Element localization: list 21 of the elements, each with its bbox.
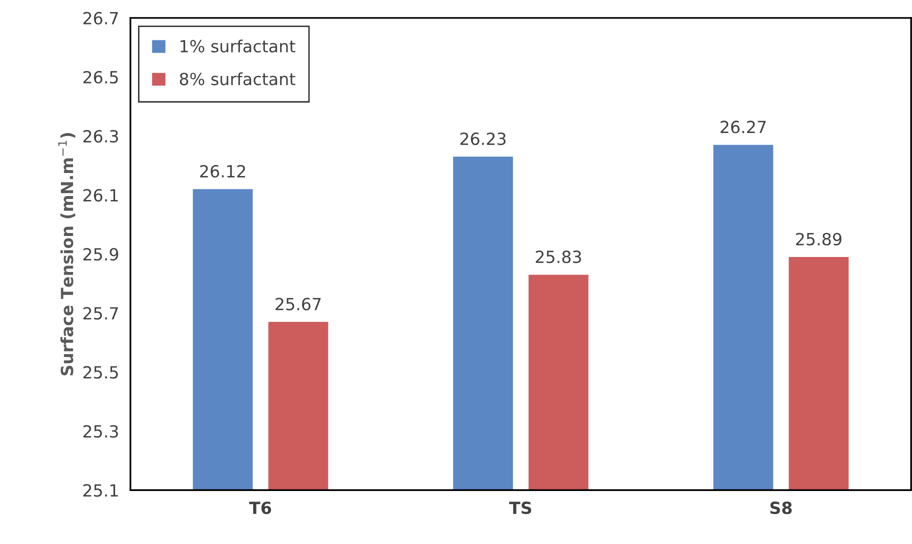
y-tick-label: 25.3 bbox=[83, 425, 118, 438]
x-tick-label: T6 bbox=[249, 502, 272, 514]
data-label: 26.12 bbox=[200, 164, 245, 178]
y-tick-label: 25.1 bbox=[83, 484, 118, 497]
y-tick-label: 25.9 bbox=[83, 248, 118, 261]
legend-label: 8% surfactant bbox=[180, 72, 296, 86]
y-tick-label: 25.5 bbox=[83, 366, 118, 379]
y-tick-label: 26.5 bbox=[83, 70, 118, 84]
y-tick-label: 26.7 bbox=[83, 12, 118, 25]
data-label: 25.67 bbox=[276, 298, 321, 310]
y-tick-label: 26.3 bbox=[83, 130, 118, 143]
data-label: 26.27 bbox=[720, 120, 766, 134]
y-axis-title: Surface Tension (mN.m$^{−1}$) bbox=[58, 133, 76, 376]
data-label: 25.89 bbox=[796, 232, 842, 246]
x-tick-label: S8 bbox=[770, 502, 792, 514]
y-tick-label: 26.1 bbox=[83, 188, 118, 202]
y-tick-label: 25.7 bbox=[83, 307, 118, 320]
data-label: 26.23 bbox=[460, 132, 506, 146]
data-label: 25.83 bbox=[536, 250, 582, 264]
x-tick-label: TS bbox=[509, 502, 532, 514]
legend-label: 1% surfactant bbox=[180, 40, 296, 53]
